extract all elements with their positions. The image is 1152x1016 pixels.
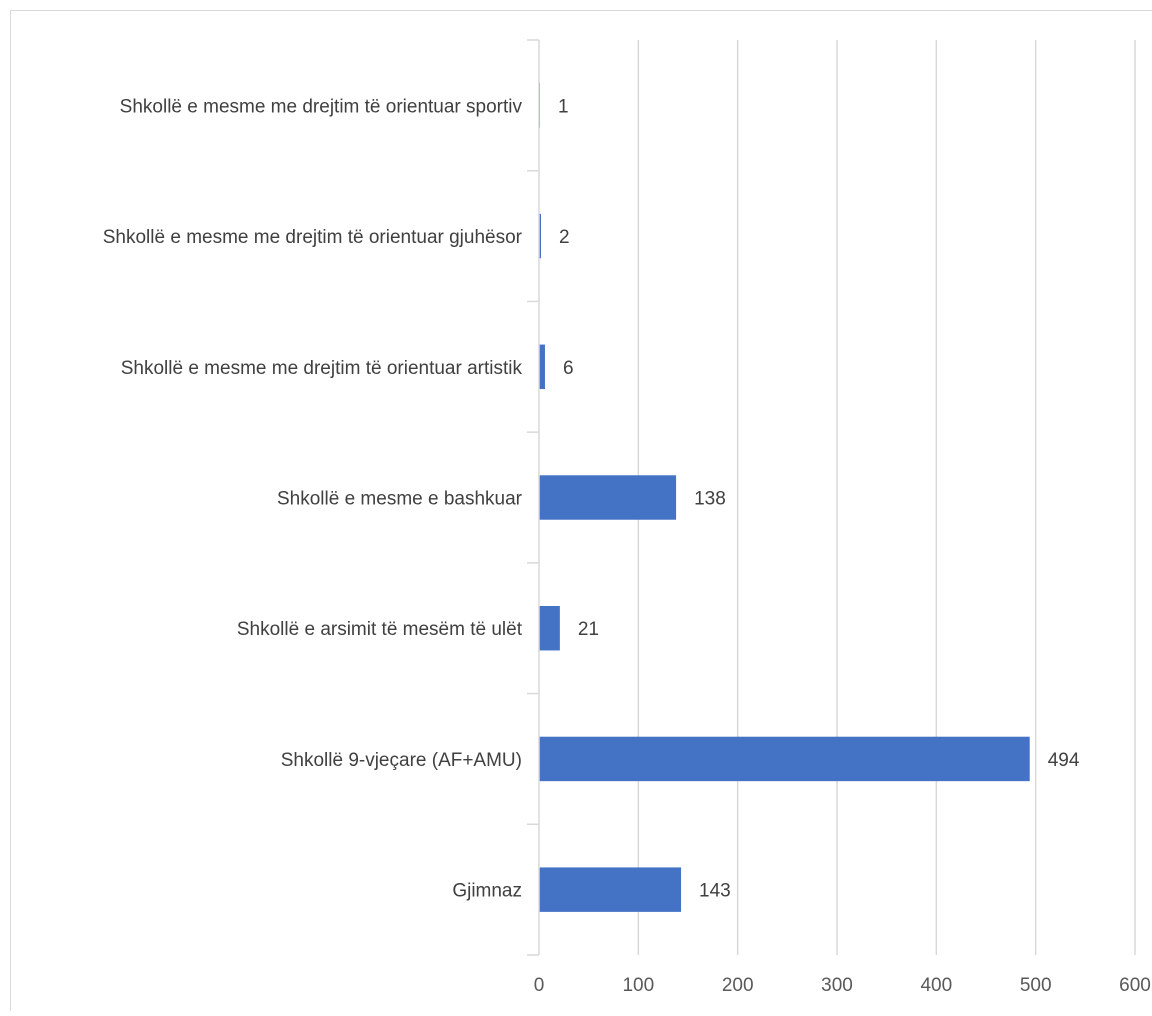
bar: [539, 345, 545, 389]
category-label: Shkollë e mesme me drejtim të orientuar …: [103, 227, 523, 248]
data-label: 6: [563, 358, 574, 379]
category-label: Shkollë e mesme e bashkuar: [277, 489, 523, 510]
category-label: Shkollë e mesme me drejtim të orientuar …: [120, 96, 523, 117]
x-tick-label: 400: [920, 975, 952, 996]
x-tick-label: 100: [622, 975, 654, 996]
data-label: 138: [694, 489, 726, 510]
category-label: Shkollë e mesme me drejtim të orientuar …: [121, 358, 523, 379]
x-tick-label: 600: [1119, 975, 1151, 996]
x-tick-label: 200: [722, 975, 754, 996]
data-label: 1: [558, 96, 569, 117]
bar: [539, 737, 1030, 781]
data-label: 2: [559, 227, 570, 248]
x-tick-label: 300: [821, 975, 853, 996]
category-label: Shkollë 9-vjeçare (AF+AMU): [281, 750, 522, 771]
data-label: 494: [1048, 750, 1080, 771]
category-label: Gjimnaz: [452, 881, 522, 902]
bar: [539, 867, 681, 911]
category-label: Shkollë e arsimit të mesëm të ulët: [237, 619, 523, 640]
data-label: 21: [578, 619, 599, 640]
data-label: 143: [699, 881, 731, 902]
x-tick-label: 0: [534, 975, 545, 996]
x-tick-label: 500: [1020, 975, 1052, 996]
bar: [539, 475, 676, 519]
bar: [539, 606, 560, 650]
